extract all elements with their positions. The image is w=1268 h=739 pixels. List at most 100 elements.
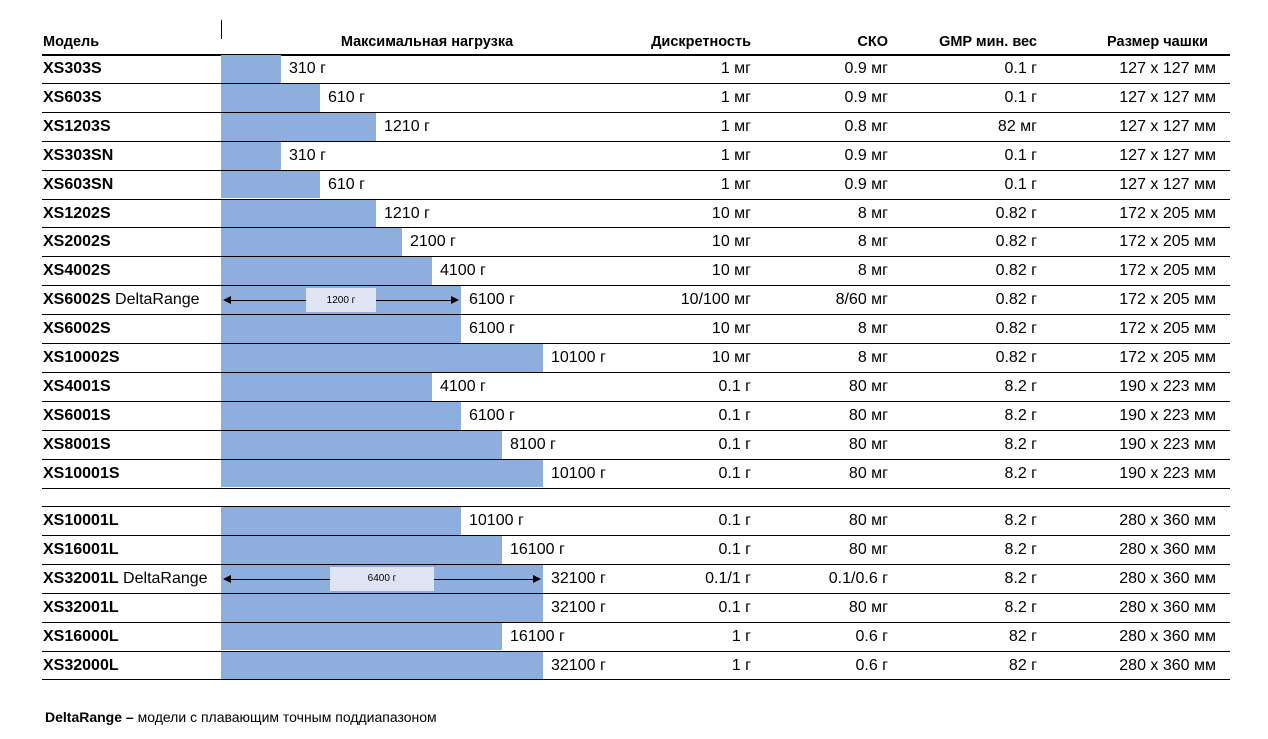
row-separator [42,169,1230,171]
readability-value: 0.1 г [718,598,751,616]
model-code: XS6002S [43,291,111,309]
header-pan-size: Размер чашки [1107,34,1208,50]
footnote-text: модели с плавающим точным поддиапазоном [133,709,437,725]
capacity-bar [221,459,543,488]
pan-size-value: 280 x 360 мм [1119,540,1216,558]
pan-size-value: 190 x 223 мм [1119,377,1216,395]
sd-value: 80 мг [848,406,888,424]
pan-size-value: 190 x 223 мм [1119,435,1216,453]
pan-size-value: 280 x 360 мм [1119,656,1216,674]
model-name: XS10001S [43,464,120,484]
gmp-min-weight-value: 8.2 г [1004,435,1037,453]
capacity-bar [221,344,543,372]
capacity-bar [221,651,543,680]
readability-value: 10 мг [711,349,751,366]
max-load-value: 16100 г [510,540,565,558]
model-code: XS4002S [43,262,111,280]
sd-value: 0.6 г [855,656,888,674]
model-code: XS10001L [43,512,119,529]
row-separator [42,650,1230,652]
row-separator [42,343,1230,344]
readability-value: 1 мг [720,88,751,106]
gmp-min-weight-value: 8.2 г [1004,464,1037,482]
capacity-bar [221,141,281,170]
max-load-value: 610 г [328,88,365,106]
row-separator [42,679,1230,681]
row-separator [42,534,1230,536]
header-readability: Дискретность [651,34,751,50]
header-gmp: GMP мин. вес [939,34,1037,50]
gmp-min-weight-value: 8.2 г [1004,540,1037,558]
model-name: XS32001L DeltaRange [43,569,208,589]
model-code: XS6002S [43,320,111,338]
capacity-bar [221,535,502,564]
deltarange-fine-range: 6400 г [330,566,434,591]
model-code: XS6001S [43,406,111,424]
row-separator [42,227,1230,229]
capacity-bar [221,199,376,228]
max-load-value: 10100 г [469,512,524,529]
model-name: XS16001L [43,540,119,560]
model-name: XS6001S [43,406,111,426]
deltarange-fine-range: 1200 г [306,288,376,313]
model-name: XS4002S [43,261,111,281]
model-code: XS32001L [43,569,119,587]
model-name: XS2002S [43,232,111,252]
model-name: XS10002S [43,348,120,368]
model-name: XS32000L [43,656,119,676]
max-load-value: 4100 г [440,377,486,395]
gmp-min-weight-value: 8.2 г [1004,377,1037,395]
sd-value: 8 мг [857,349,888,366]
model-name: XS603SN [43,175,113,195]
max-load-value: 6100 г [469,320,515,338]
pan-size-value: 172 x 205 мм [1119,349,1216,366]
model-name: XS6002S DeltaRange [43,290,200,310]
readability-value: 1 мг [720,117,751,135]
sd-value: 0.9 мг [844,175,888,193]
pan-size-value: 127 x 127 мм [1119,60,1216,77]
sd-value: 0.9 мг [844,146,888,164]
model-code: XS4001S [43,377,111,395]
sd-value: 80 мг [848,598,888,616]
row-separator [42,458,1230,460]
model-name: XS303SN [43,146,113,166]
pan-size-value: 172 x 205 мм [1119,291,1216,309]
max-load-value: 8100 г [510,435,556,453]
row-separator [42,256,1230,258]
model-code: XS603SN [43,175,114,193]
gmp-min-weight-value: 0.1 г [1004,146,1037,164]
capacity-bar [221,622,502,651]
pan-size-value: 280 x 360 мм [1119,598,1216,616]
gmp-min-weight-value: 8.2 г [1004,569,1037,587]
readability-value: 0.1/1 г [705,569,751,587]
max-load-value: 2100 г [410,233,456,251]
model-suffix: DeltaRange [118,569,208,587]
readability-value: 1 мг [720,146,751,164]
max-load-value: 32100 г [551,656,606,674]
sd-value: 8 мг [857,233,888,251]
max-load-value: 10100 г [551,464,606,482]
model-code: XS10002S [43,349,120,366]
readability-value: 0.1 г [718,377,751,395]
model-name: XS6002S [43,319,111,339]
model-code: XS303SN [43,146,114,164]
row-separator [42,621,1230,623]
pan-size-value: 190 x 223 мм [1119,406,1216,424]
pan-size-value: 172 x 205 мм [1119,262,1216,280]
header-max-load: Максимальная нагрузка [340,34,514,50]
capacity-bar [221,593,543,622]
gmp-min-weight-value: 0.82 г [995,349,1037,366]
pan-size-value: 280 x 360 мм [1119,512,1216,529]
capacity-bar [221,401,461,430]
sd-value: 0.9 мг [844,60,888,77]
row-separator [42,371,1230,373]
sd-value: 8 мг [857,204,888,222]
model-name: XS4001S [43,377,111,397]
sd-value: 80 мг [848,435,888,453]
capacity-bar [221,170,320,199]
sd-value: 0.8 мг [844,117,888,135]
model-name: XS32001L [43,598,119,618]
pan-size-value: 172 x 205 мм [1119,320,1216,338]
model-name: XS10001L [43,511,119,531]
gmp-min-weight-value: 0.82 г [995,204,1037,222]
